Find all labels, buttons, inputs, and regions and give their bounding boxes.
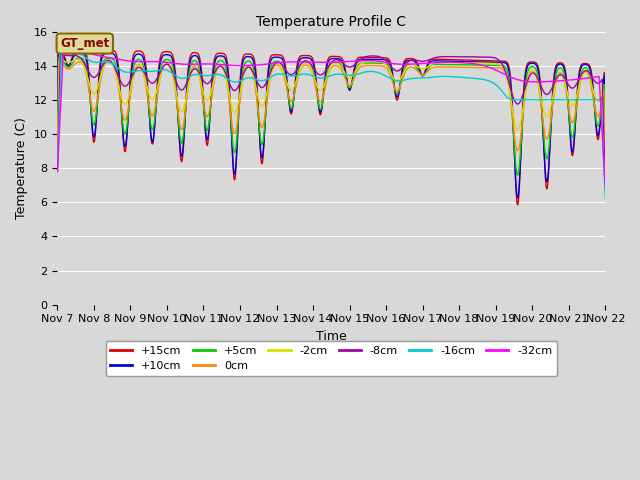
+15cm <box>298 53 305 59</box>
-8cm <box>118 82 126 87</box>
Line: +5cm: +5cm <box>58 58 605 177</box>
X-axis label: Time: Time <box>316 330 347 343</box>
Text: GT_met: GT_met <box>60 37 109 50</box>
-2cm <box>602 184 609 190</box>
+15cm <box>97 60 104 66</box>
-8cm <box>365 53 373 59</box>
-2cm <box>97 75 104 81</box>
Line: -8cm: -8cm <box>58 54 605 184</box>
+15cm <box>514 202 522 208</box>
-8cm <box>286 72 294 77</box>
-32cm <box>60 43 67 48</box>
Legend: +15cm, +10cm, +5cm, 0cm, -2cm, -8cm, -16cm, -32cm: +15cm, +10cm, +5cm, 0cm, -2cm, -8cm, -16… <box>106 341 557 375</box>
+15cm <box>118 124 126 130</box>
-32cm <box>97 53 104 59</box>
-32cm <box>286 59 294 65</box>
-8cm <box>298 60 305 66</box>
-2cm <box>298 64 305 70</box>
-2cm <box>365 59 373 64</box>
0cm <box>55 59 63 65</box>
-2cm <box>56 56 63 62</box>
+5cm <box>298 60 305 66</box>
0cm <box>298 65 305 71</box>
-16cm <box>602 195 609 201</box>
-32cm <box>54 168 61 174</box>
-32cm <box>308 59 316 65</box>
+5cm <box>365 60 373 66</box>
+5cm <box>54 55 62 60</box>
0cm <box>365 63 373 69</box>
+10cm <box>97 66 104 72</box>
-16cm <box>97 59 104 65</box>
-16cm <box>308 72 316 78</box>
-8cm <box>97 67 104 73</box>
0cm <box>602 181 609 187</box>
-32cm <box>365 58 373 63</box>
Y-axis label: Temperature (C): Temperature (C) <box>15 117 28 219</box>
-16cm <box>54 168 61 173</box>
+5cm <box>118 119 126 124</box>
-32cm <box>298 59 305 65</box>
Line: +10cm: +10cm <box>58 52 605 198</box>
+5cm <box>308 62 316 68</box>
+15cm <box>54 46 62 52</box>
Line: -16cm: -16cm <box>58 47 605 198</box>
+15cm <box>286 108 294 114</box>
-8cm <box>308 62 316 68</box>
-32cm <box>602 184 609 190</box>
0cm <box>286 97 294 103</box>
-2cm <box>118 98 126 104</box>
+10cm <box>54 150 61 156</box>
+10cm <box>286 107 294 112</box>
-8cm <box>56 51 64 57</box>
Title: Temperature Profile C: Temperature Profile C <box>257 15 406 29</box>
-2cm <box>54 169 61 175</box>
+15cm <box>602 161 609 167</box>
+10cm <box>118 124 126 130</box>
+10cm <box>365 57 373 62</box>
-16cm <box>365 69 373 74</box>
+10cm <box>298 55 305 61</box>
-16cm <box>286 73 294 79</box>
Line: -2cm: -2cm <box>58 59 605 187</box>
-16cm <box>298 72 305 77</box>
-8cm <box>602 181 609 187</box>
+5cm <box>602 174 609 180</box>
0cm <box>97 80 104 85</box>
0cm <box>308 68 316 74</box>
+10cm <box>308 57 316 62</box>
-16cm <box>58 44 66 50</box>
+5cm <box>54 160 61 166</box>
0cm <box>54 167 61 172</box>
+15cm <box>365 55 373 60</box>
-32cm <box>118 57 126 63</box>
-2cm <box>286 87 294 93</box>
Line: -32cm: -32cm <box>58 46 605 187</box>
0cm <box>118 110 126 116</box>
+5cm <box>97 74 104 80</box>
+15cm <box>308 54 316 60</box>
+5cm <box>286 104 294 110</box>
Line: 0cm: 0cm <box>58 62 605 184</box>
+10cm <box>514 195 522 201</box>
-2cm <box>308 67 316 73</box>
-16cm <box>118 68 126 74</box>
+15cm <box>54 148 61 154</box>
Line: +15cm: +15cm <box>58 49 605 205</box>
+10cm <box>54 49 62 55</box>
+10cm <box>602 163 609 169</box>
-8cm <box>54 169 61 175</box>
